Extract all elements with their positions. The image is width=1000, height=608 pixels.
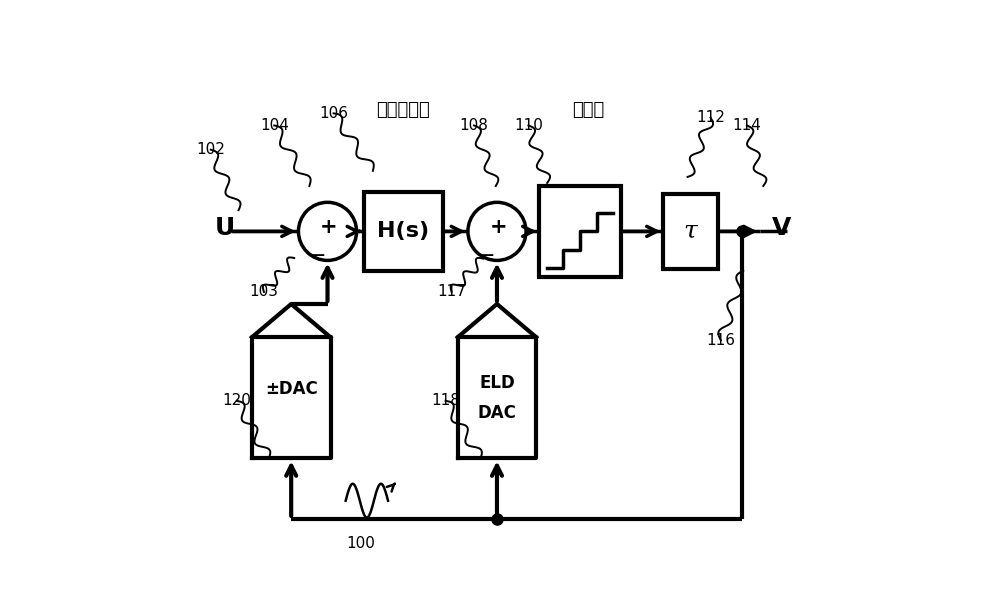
- Text: 103: 103: [249, 285, 278, 299]
- Text: 104: 104: [260, 118, 289, 133]
- Text: 106: 106: [319, 106, 348, 121]
- Text: τ: τ: [684, 220, 698, 243]
- Text: +: +: [320, 216, 338, 237]
- Circle shape: [298, 202, 357, 260]
- Text: 110: 110: [514, 118, 543, 133]
- Text: 100: 100: [346, 536, 375, 551]
- Text: −: −: [307, 246, 326, 266]
- Bar: [663, 194, 718, 269]
- Text: DAC: DAC: [478, 404, 516, 422]
- Text: U: U: [214, 216, 235, 240]
- Circle shape: [468, 202, 526, 260]
- Bar: [539, 186, 621, 277]
- Text: ELD: ELD: [479, 374, 515, 392]
- Text: 102: 102: [196, 142, 225, 157]
- Text: 108: 108: [460, 118, 488, 133]
- Text: 112: 112: [696, 110, 725, 125]
- Text: −: −: [477, 246, 495, 266]
- Bar: [364, 192, 443, 271]
- Text: ±DAC: ±DAC: [265, 380, 318, 398]
- Text: 回路滤波器: 回路滤波器: [376, 102, 430, 119]
- Text: 116: 116: [706, 333, 735, 348]
- Text: 114: 114: [732, 118, 761, 133]
- Text: 117: 117: [437, 285, 466, 299]
- Text: 120: 120: [222, 393, 251, 409]
- Text: 118: 118: [431, 393, 460, 409]
- Text: H(s): H(s): [377, 221, 429, 241]
- Text: +: +: [489, 216, 507, 237]
- Text: 量化器: 量化器: [572, 102, 604, 119]
- Text: V: V: [772, 216, 791, 240]
